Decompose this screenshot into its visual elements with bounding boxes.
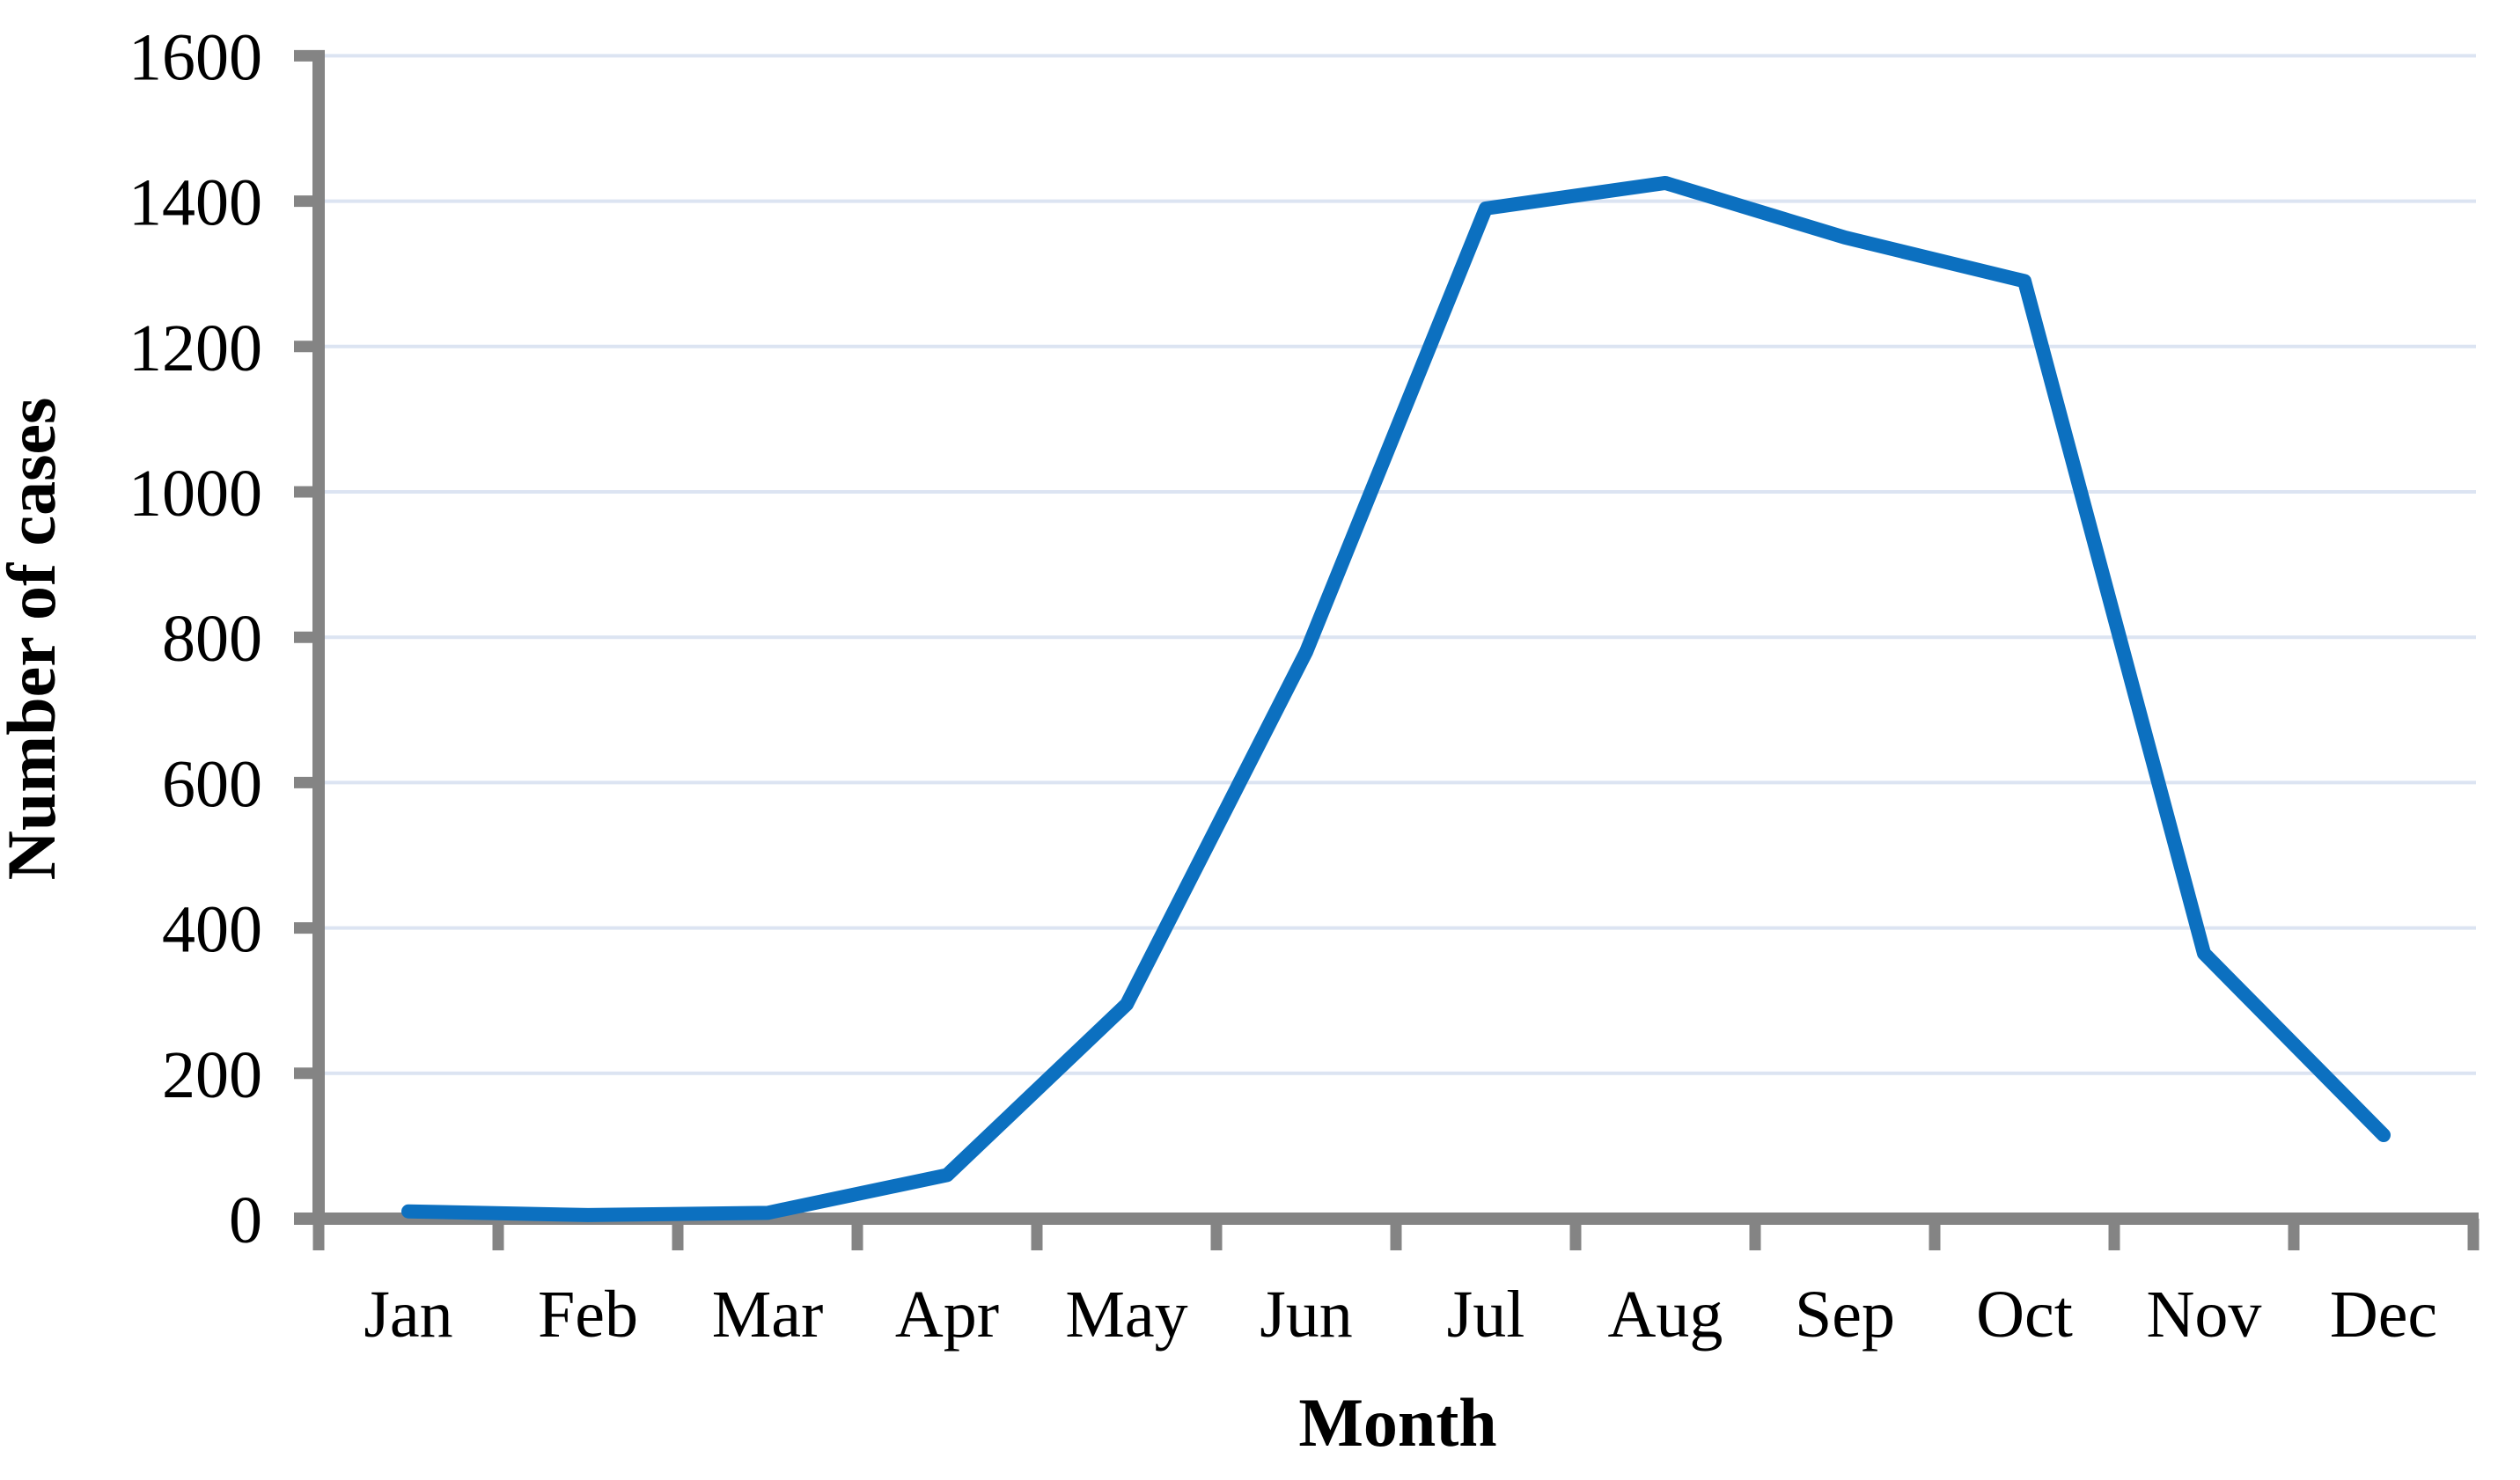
month-label: May <box>1065 1278 1187 1352</box>
cases-line <box>401 175 2391 1222</box>
axes <box>294 49 2480 1250</box>
data-series <box>401 175 2391 1222</box>
y-tick-label: 1200 <box>129 311 262 385</box>
month-label: Apr <box>895 1278 999 1352</box>
month-label: Mar <box>712 1278 824 1352</box>
month-label: Nov <box>2147 1278 2262 1352</box>
x-axis-tick-labels: Jan Feb Mar Apr May Jun Jul Aug Sep Oct Nov Dec <box>364 1278 2437 1352</box>
y-tick-label: 1600 <box>129 20 262 94</box>
y-tick-label: 200 <box>162 1038 262 1112</box>
y-tick-label: 1400 <box>129 166 262 240</box>
x-axis-title: Month <box>1298 1384 1496 1461</box>
month-label: Dec <box>2330 1278 2437 1352</box>
month-label: Oct <box>1976 1278 2073 1352</box>
month-label: Sep <box>1795 1278 1895 1352</box>
month-label: Jun <box>1260 1278 1353 1352</box>
month-label: Aug <box>1608 1278 1723 1352</box>
y-tick-label: 800 <box>162 602 262 676</box>
y-tick-label: 600 <box>162 747 262 821</box>
y-tick-label: 0 <box>229 1183 262 1257</box>
y-axis-title: Number of cases <box>0 398 70 881</box>
month-label: Feb <box>538 1278 638 1352</box>
month-label: Jan <box>364 1278 452 1352</box>
y-tick-label: 400 <box>162 893 262 967</box>
y-tick-label: 1000 <box>129 457 262 531</box>
month-label: Jul <box>1447 1278 1525 1352</box>
y-axis-tick-labels: 0 200 400 600 800 1000 1200 1400 1600 <box>129 20 262 1257</box>
gridlines <box>325 54 2476 1075</box>
